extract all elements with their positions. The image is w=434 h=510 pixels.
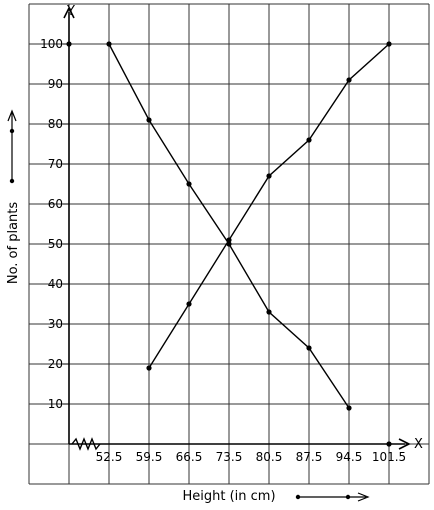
ticks: 52.5 59.5 66.5 73.5 80.5 87.5 94.5 101.5 10 20 30 4… [40,37,406,464]
data-point [106,41,112,47]
x-tick-label: 94.5 [336,450,363,464]
y-tick-label: 90 [48,77,63,91]
scale-key-horizontal-arrowhead [357,492,370,502]
y-tick-label: 60 [48,197,63,211]
scale-key-dot [345,494,351,500]
data-point [146,365,152,371]
y-tick-label: 70 [48,157,63,171]
data-point [346,77,352,83]
series-group [66,41,392,447]
x-tick-label: 59.5 [136,450,163,464]
x-tick-label: 66.5 [176,450,203,464]
x-tick-label: 101.5 [372,450,406,464]
decorations [7,109,370,502]
y-tick-label: 50 [48,237,63,251]
y-tick-label: 100 [40,37,63,51]
data-point [226,237,232,243]
y-tick-label: 80 [48,117,63,131]
data-point [146,117,152,123]
y-tick-label: 20 [48,357,63,371]
y-tick-label: 30 [48,317,63,331]
data-point [186,301,192,307]
y-tick-label: 40 [48,277,63,291]
data-point [306,345,312,351]
x-axis-arrowhead [398,438,411,450]
data-point [266,173,272,179]
axis-break-zigzag [71,437,101,451]
data-point [346,405,352,411]
y-axis-letter: Y [66,4,75,19]
y-tick-label: 10 [48,397,63,411]
data-point [266,309,272,315]
scale-key-vertical-arrowhead [7,109,17,122]
x-axis-letter: X [414,437,423,452]
axis-point [66,41,72,47]
scale-key-dot [295,494,301,500]
x-axis-title: Height (in cm) [182,489,275,504]
x-tick-label: 87.5 [296,450,323,464]
y-axis-arrowhead [63,6,75,19]
data-point [306,137,312,143]
x-tick-label: 52.5 [96,450,123,464]
y-axis-title: No. of plants [6,202,21,285]
scale-key-dot [9,128,15,134]
scale-key-dot [9,178,15,184]
axis-point [386,441,392,447]
data-point [186,181,192,187]
x-tick-label: 80.5 [256,450,283,464]
data-point [386,41,392,47]
x-tick-label: 73.5 [216,450,243,464]
